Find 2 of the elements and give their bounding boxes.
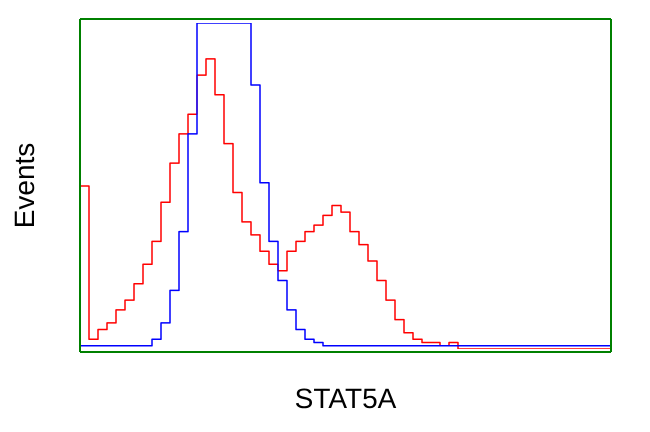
y-axis-title: Events xyxy=(8,142,40,228)
x-axis-title: STAT5A xyxy=(294,383,397,414)
